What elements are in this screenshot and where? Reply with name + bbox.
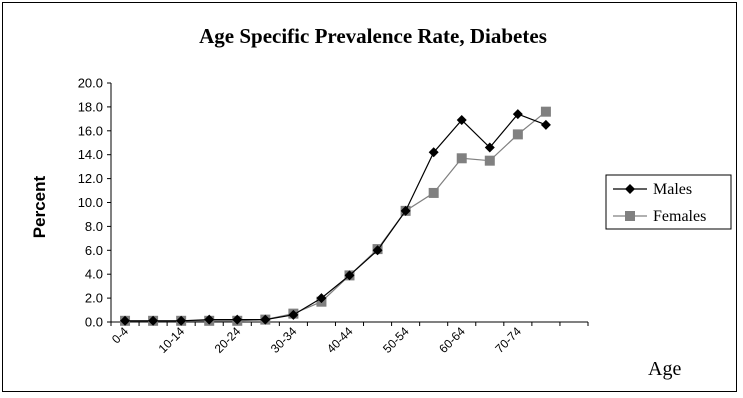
males-data-point xyxy=(372,245,383,256)
legend-males-marker xyxy=(625,184,635,194)
legend-males-label: Males xyxy=(653,181,692,198)
males-data-point xyxy=(428,147,439,158)
legend-females-marker xyxy=(625,211,635,221)
x-tick-label: 0-4 xyxy=(109,324,131,346)
y-tick-label: 6.0 xyxy=(85,243,103,258)
y-tick-label: 20.0 xyxy=(78,76,103,91)
x-tick-label: 70-74 xyxy=(492,324,524,356)
females-data-point xyxy=(484,155,495,166)
males-data-point xyxy=(288,309,299,320)
line-chart: Age Specific Prevalence Rate, Diabetes P… xyxy=(30,24,732,380)
y-tick-label: 0.0 xyxy=(85,315,103,330)
y-tick-label: 14.0 xyxy=(78,147,103,162)
males-data-point xyxy=(540,119,551,130)
males-data-point xyxy=(260,314,271,325)
males-series-line xyxy=(125,113,547,322)
females-data-point xyxy=(512,129,523,140)
x-axis-label: Age xyxy=(648,358,681,380)
chart-title: Age Specific Prevalence Rate, Diabetes xyxy=(199,24,547,48)
legend: Males Females xyxy=(605,174,732,230)
females-data-point xyxy=(428,187,439,198)
females-data-point xyxy=(540,106,551,117)
x-axis-ticks: 0-4 10-14 20-24 30-34 40-44 50-54 60-64 70-74 xyxy=(109,322,589,356)
x-tick-label: 40-44 xyxy=(324,324,356,356)
males-data-point xyxy=(512,109,523,120)
males-data-point xyxy=(316,293,327,304)
males-data-point xyxy=(400,205,411,216)
y-axis-label: Percent xyxy=(30,175,49,238)
x-tick-label: 60-64 xyxy=(436,324,468,356)
y-tick-label: 4.0 xyxy=(85,267,103,282)
y-tick-label: 2.0 xyxy=(85,291,103,306)
x-tick-label: 10-14 xyxy=(156,324,188,356)
y-tick-label: 8.0 xyxy=(85,219,103,234)
males-data-point xyxy=(232,314,243,325)
males-data-point xyxy=(344,270,355,281)
chart-frame: Age Specific Prevalence Rate, Diabetes P… xyxy=(2,2,737,392)
males-data-point xyxy=(148,315,159,326)
y-tick-label: 12.0 xyxy=(78,171,103,186)
x-tick-label: 50-54 xyxy=(380,324,412,356)
x-tick-label: 30-34 xyxy=(268,324,300,356)
y-axis-ticks: 0.0 2.0 4.0 6.0 8.0 10.0 12.0 14.0 16.0 18.0 20.0 xyxy=(78,76,111,330)
males-data-point xyxy=(204,314,215,325)
y-tick-label: 18.0 xyxy=(78,99,103,114)
y-tick-label: 16.0 xyxy=(78,123,103,138)
males-data-point xyxy=(176,315,187,326)
legend-females-label: Females xyxy=(653,208,706,225)
series-layer xyxy=(120,106,551,326)
males-data-point xyxy=(484,142,495,153)
x-tick-label: 20-24 xyxy=(212,324,244,356)
y-tick-label: 10.0 xyxy=(78,195,103,210)
males-data-point xyxy=(456,115,467,126)
females-series-line xyxy=(125,111,547,322)
females-data-point xyxy=(456,153,467,164)
males-data-point xyxy=(120,315,131,326)
